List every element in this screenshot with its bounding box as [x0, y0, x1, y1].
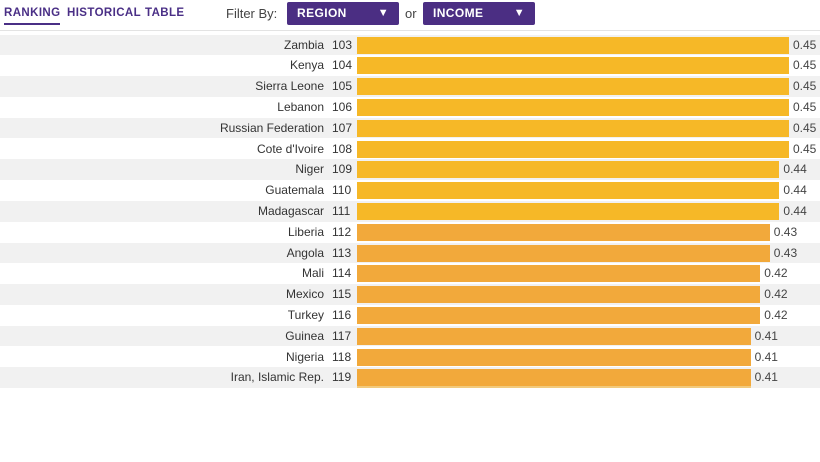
- table-row[interactable]: Liberia 112 0.43: [0, 222, 820, 243]
- rank-number: 106: [332, 99, 353, 114]
- value-bar: [357, 182, 780, 200]
- value-bar: [357, 348, 751, 366]
- value-bar: [357, 140, 789, 158]
- value-label: 0.45: [793, 58, 817, 73]
- income-dropdown[interactable]: INCOME ▼: [423, 2, 535, 25]
- table-row[interactable]: Cote d'Ivoire 108 0.45: [0, 139, 820, 160]
- country-name: Sierra Leone: [255, 79, 324, 94]
- table-row[interactable]: Nigeria 118 0.41: [0, 347, 820, 368]
- rank-number: 115: [332, 287, 352, 302]
- value-label: 0.42: [764, 266, 788, 281]
- rank-number: 111: [332, 203, 351, 218]
- or-label: or: [405, 6, 417, 21]
- value-label: 0.45: [793, 99, 817, 114]
- tab-table[interactable]: TABLE: [145, 7, 185, 19]
- value-label: 0.42: [764, 287, 788, 302]
- value-label: 0.41: [754, 349, 778, 364]
- value-bar: [357, 265, 761, 283]
- table-row[interactable]: Turkey 116 0.42: [0, 305, 820, 326]
- country-name: Guatemala: [265, 183, 324, 198]
- triangle-down-icon: ▼: [377, 7, 389, 19]
- value-label: 0.45: [793, 120, 817, 135]
- value-bar: [357, 36, 789, 54]
- rank-number: 104: [332, 58, 353, 73]
- tab-historical[interactable]: HISTORICAL: [67, 7, 142, 19]
- rank-number: 112: [332, 224, 352, 239]
- country-name: Kenya: [289, 58, 324, 73]
- country-name: Madagascar: [257, 203, 324, 218]
- value-label: 0.43: [773, 245, 798, 260]
- country-name: Guinea: [285, 328, 324, 343]
- value-label: 0.41: [754, 328, 778, 343]
- value-bar: [357, 57, 789, 75]
- rank-number: 114: [332, 266, 352, 281]
- value-label: 0.42: [764, 307, 788, 322]
- region-dropdown-label: REGION: [297, 6, 347, 20]
- value-bar: [357, 161, 780, 179]
- country-name: Nigeria: [285, 349, 324, 364]
- rank-number: 109: [332, 162, 353, 177]
- country-name: Turkey: [287, 307, 324, 322]
- rank-number: 117: [332, 328, 352, 343]
- value-label: 0.44: [783, 183, 807, 198]
- country-name: Mexico: [285, 287, 324, 302]
- value-label: 0.44: [783, 162, 807, 177]
- rank-number: 118: [332, 349, 352, 364]
- value-bar: [357, 78, 789, 96]
- value-label: 0.45: [793, 141, 817, 156]
- value-label: 0.45: [793, 79, 817, 94]
- value-bar: [357, 119, 789, 137]
- rank-number: 103: [332, 37, 353, 52]
- value-bar: [357, 202, 780, 220]
- table-row[interactable]: Mali 114 0.42: [0, 263, 820, 284]
- table-row[interactable]: Mexico 115 0.42: [0, 284, 820, 305]
- country-name: Lebanon: [277, 99, 324, 114]
- country-name: Cote d'Ivoire: [257, 141, 324, 156]
- table-row[interactable]: Guatemala 110 0.44: [0, 180, 820, 201]
- value-bar: [357, 369, 751, 387]
- table-row[interactable]: Zambia 103 0.45: [0, 34, 820, 56]
- table-row[interactable]: Niger 109 0.44: [0, 159, 820, 181]
- region-dropdown[interactable]: REGION ▼: [287, 2, 399, 25]
- value-bar: [357, 327, 751, 345]
- value-bar: [357, 306, 761, 324]
- country-name: Russian Federation: [219, 120, 324, 135]
- table-row[interactable]: Angola 113 0.43: [0, 242, 820, 264]
- rank-number: 119: [332, 370, 352, 385]
- table-row[interactable]: Kenya 104 0.45: [0, 55, 820, 76]
- country-name: Niger: [295, 162, 324, 177]
- income-dropdown-label: INCOME: [433, 6, 484, 20]
- value-label: 0.43: [773, 224, 798, 239]
- table-row[interactable]: Iran, Islamic Rep. 119 0.41: [0, 367, 820, 389]
- next-row-bar-peek: [357, 386, 751, 388]
- tab-ranking[interactable]: RANKING: [4, 7, 61, 25]
- rank-number: 108: [332, 141, 353, 156]
- rank-number: 116: [332, 307, 352, 322]
- value-bar: [357, 223, 770, 241]
- value-bar: [357, 244, 770, 262]
- value-label: 0.45: [793, 37, 817, 52]
- table-row[interactable]: Sierra Leone 105 0.45: [0, 76, 820, 97]
- rank-number: 113: [332, 245, 352, 260]
- country-name: Liberia: [287, 224, 324, 239]
- filter-by-label: Filter By:: [226, 6, 278, 21]
- value-label: 0.44: [783, 203, 807, 218]
- value-label: 0.41: [754, 370, 778, 385]
- country-name: Mali: [301, 266, 324, 281]
- table-row[interactable]: Guinea 117 0.41: [0, 325, 820, 347]
- country-name: Angola: [286, 245, 324, 260]
- value-bar: [357, 286, 761, 304]
- rank-number: 110: [332, 183, 352, 198]
- rank-number: 105: [332, 79, 353, 94]
- table-row[interactable]: Lebanon 106 0.45: [0, 97, 820, 118]
- country-name: Iran, Islamic Rep.: [230, 370, 324, 385]
- triangle-down-icon: ▼: [513, 7, 525, 19]
- country-name: Zambia: [283, 37, 324, 52]
- value-bar: [357, 98, 789, 116]
- table-row[interactable]: Madagascar 111 0.44: [0, 200, 820, 222]
- table-row[interactable]: Russian Federation 107 0.45: [0, 117, 820, 139]
- rank-number: 107: [332, 120, 353, 135]
- top-bar: RANKING HISTORICAL TABLE Filter By: REGI…: [0, 0, 820, 31]
